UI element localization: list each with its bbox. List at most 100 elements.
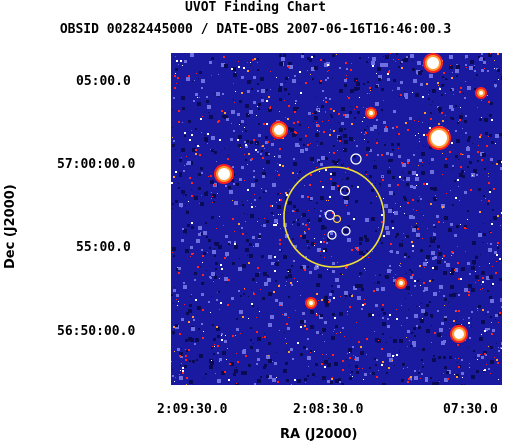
noise-pixel [485, 132, 488, 135]
noise-pixel [456, 65, 460, 69]
noise-pixel [207, 252, 208, 253]
noise-pixel [176, 268, 179, 271]
noise-pixel [267, 278, 271, 282]
star-core[interactable] [218, 168, 230, 180]
noise-pixel [501, 76, 502, 79]
noise-pixel [460, 166, 462, 168]
noise-pixel [438, 252, 442, 256]
noise-pixel [202, 309, 204, 311]
source-marker[interactable] [327, 230, 337, 240]
noise-pixel [241, 120, 244, 123]
noise-pixel [400, 81, 403, 84]
noise-pixel [212, 196, 213, 197]
noise-pixel [304, 232, 306, 234]
noise-pixel [416, 233, 420, 237]
noise-pixel [338, 378, 341, 381]
star-core[interactable] [431, 130, 447, 146]
noise-pixel [206, 96, 208, 98]
noise-pixel [414, 120, 415, 121]
noise-pixel [172, 375, 174, 377]
noise-pixel [199, 154, 201, 156]
noise-pixel [366, 61, 368, 63]
noise-pixel [492, 266, 493, 267]
noise-pixel [464, 191, 467, 194]
noise-pixel [462, 57, 463, 58]
noise-pixel [359, 284, 363, 288]
star-core[interactable] [369, 111, 373, 115]
noise-pixel [501, 342, 502, 345]
noise-pixel [268, 108, 272, 112]
noise-pixel [487, 70, 489, 72]
noise-pixel [239, 310, 243, 314]
noise-pixel [371, 217, 375, 221]
noise-pixel [213, 201, 215, 203]
noise-pixel [288, 351, 290, 353]
source-marker[interactable] [341, 226, 351, 236]
star-core[interactable] [399, 281, 403, 285]
noise-pixel [412, 92, 413, 93]
noise-pixel [300, 92, 302, 94]
noise-pixel [267, 141, 269, 143]
noise-pixel [275, 299, 278, 302]
noise-pixel [211, 149, 214, 152]
noise-pixel [331, 290, 334, 293]
noise-pixel [290, 128, 294, 132]
noise-pixel [497, 160, 501, 164]
noise-pixel [179, 376, 183, 380]
star-core[interactable] [274, 125, 284, 135]
noise-pixel [193, 319, 195, 321]
target-marker[interactable] [332, 214, 342, 224]
noise-pixel [201, 195, 202, 196]
error-circle[interactable] [283, 166, 385, 268]
noise-pixel [314, 243, 315, 244]
noise-pixel [467, 139, 470, 142]
noise-pixel [346, 78, 347, 79]
noise-pixel [293, 205, 296, 208]
noise-pixel [310, 143, 311, 144]
noise-pixel [490, 102, 493, 105]
noise-pixel [483, 58, 485, 60]
noise-pixel [481, 356, 484, 359]
noise-pixel [424, 312, 428, 316]
noise-pixel [499, 258, 501, 260]
noise-pixel [297, 379, 301, 383]
noise-pixel [231, 68, 233, 70]
noise-pixel [241, 92, 243, 94]
source-marker[interactable] [339, 185, 351, 197]
noise-pixel [204, 135, 205, 136]
noise-pixel [388, 209, 392, 213]
noise-pixel [344, 84, 347, 87]
noise-pixel [392, 355, 394, 357]
noise-pixel [201, 87, 203, 89]
noise-pixel [183, 195, 184, 196]
noise-pixel [459, 115, 463, 119]
noise-pixel [250, 327, 252, 329]
noise-pixel [325, 303, 329, 307]
star-core[interactable] [479, 91, 483, 95]
noise-pixel [458, 366, 459, 367]
noise-pixel [393, 79, 396, 82]
star-core[interactable] [454, 329, 464, 339]
noise-pixel [234, 102, 235, 103]
noise-pixel [389, 191, 393, 195]
source-marker[interactable] [324, 209, 336, 221]
noise-pixel [421, 373, 423, 375]
noise-pixel [415, 135, 416, 136]
noise-pixel [227, 304, 229, 306]
noise-pixel [340, 332, 341, 333]
noise-pixel [181, 239, 184, 242]
noise-pixel [325, 79, 327, 81]
sky-image[interactable] [171, 53, 502, 385]
star-core[interactable] [309, 301, 313, 305]
noise-pixel [386, 276, 388, 278]
star-core[interactable] [427, 57, 439, 69]
noise-pixel [478, 280, 479, 281]
noise-pixel [401, 179, 402, 180]
source-marker[interactable] [350, 153, 362, 165]
noise-pixel [263, 224, 266, 227]
noise-pixel [231, 297, 234, 300]
noise-pixel [359, 97, 360, 98]
noise-pixel [188, 309, 192, 313]
noise-pixel [405, 298, 406, 299]
noise-pixel [449, 65, 453, 69]
